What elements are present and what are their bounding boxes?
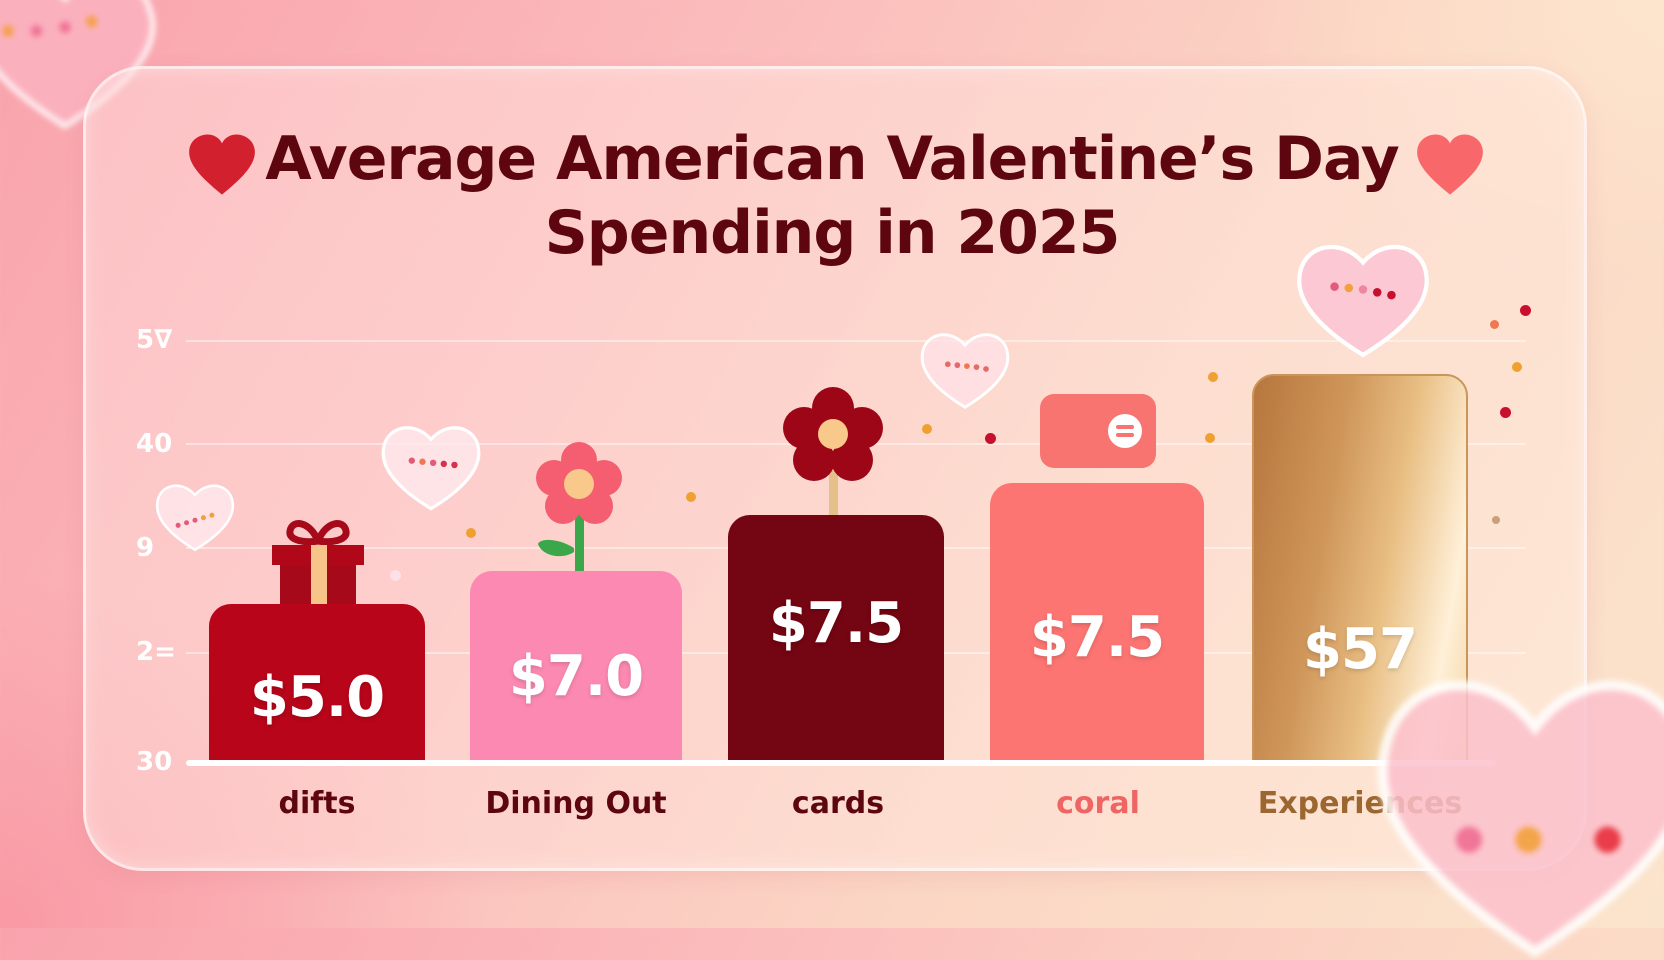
bubble-heart-icon <box>1297 244 1429 358</box>
chart-title-line2: Spending in 2025 <box>544 198 1121 268</box>
decorative-dot <box>1205 433 1215 443</box>
decorative-dot <box>1500 407 1511 418</box>
y-tick-label: 40 <box>136 429 173 459</box>
x-axis-label: coral <box>1056 786 1140 821</box>
x-axis-label: cards <box>791 786 885 821</box>
card-badge-icon <box>1108 414 1142 448</box>
decorative-dot <box>1520 305 1531 316</box>
y-tick-label: 5∇ <box>136 325 173 355</box>
decorative-dot <box>1512 362 1522 372</box>
decorative-dot <box>466 528 476 538</box>
bubble-heart-icon <box>381 426 481 511</box>
heart-icon <box>189 134 255 195</box>
decorative-dot <box>686 492 696 502</box>
bar-value-label: $5.0 <box>249 664 385 730</box>
flower-icon <box>536 442 622 572</box>
gridline <box>186 340 1526 342</box>
bubble-heart-icon <box>920 333 1010 409</box>
bar-value-label: $7.5 <box>1029 605 1165 670</box>
bar-coral: $7.5 <box>990 483 1204 762</box>
bar-dining-out: $7.0 <box>470 571 682 762</box>
bubble-heart-icon <box>155 484 235 552</box>
decorative-dot <box>1492 516 1500 524</box>
bar-cards: $7.5 <box>728 515 944 762</box>
x-axis-label: Dining Out <box>485 786 667 821</box>
bar-value-label: $57 <box>1303 616 1418 682</box>
bar-value-label: $7.5 <box>768 591 904 656</box>
bar-gifts: $5.0 <box>209 604 425 762</box>
y-tick-label: 2= <box>136 637 176 667</box>
chart-title-line1: Average American Valentine’s Day <box>265 124 1399 194</box>
x-axis-label: difts <box>278 786 356 821</box>
decorative-dot <box>1208 372 1218 382</box>
y-tick-label: 9 <box>136 533 155 563</box>
gift-icon <box>272 520 364 607</box>
decorative-dot <box>390 570 401 581</box>
flower-icon <box>783 387 883 516</box>
heart-icon <box>1417 134 1483 195</box>
x-axis-line <box>186 760 1496 766</box>
y-tick-label: 30 <box>136 747 173 777</box>
decorative-dot <box>985 433 996 444</box>
decorative-dot <box>1490 320 1499 329</box>
decorative-dot <box>922 424 932 434</box>
bubble-heart-icon <box>1377 680 1664 958</box>
bar-value-label: $7.0 <box>508 644 644 709</box>
bubble-heart-icon <box>0 0 156 130</box>
card-icon <box>1040 394 1156 468</box>
